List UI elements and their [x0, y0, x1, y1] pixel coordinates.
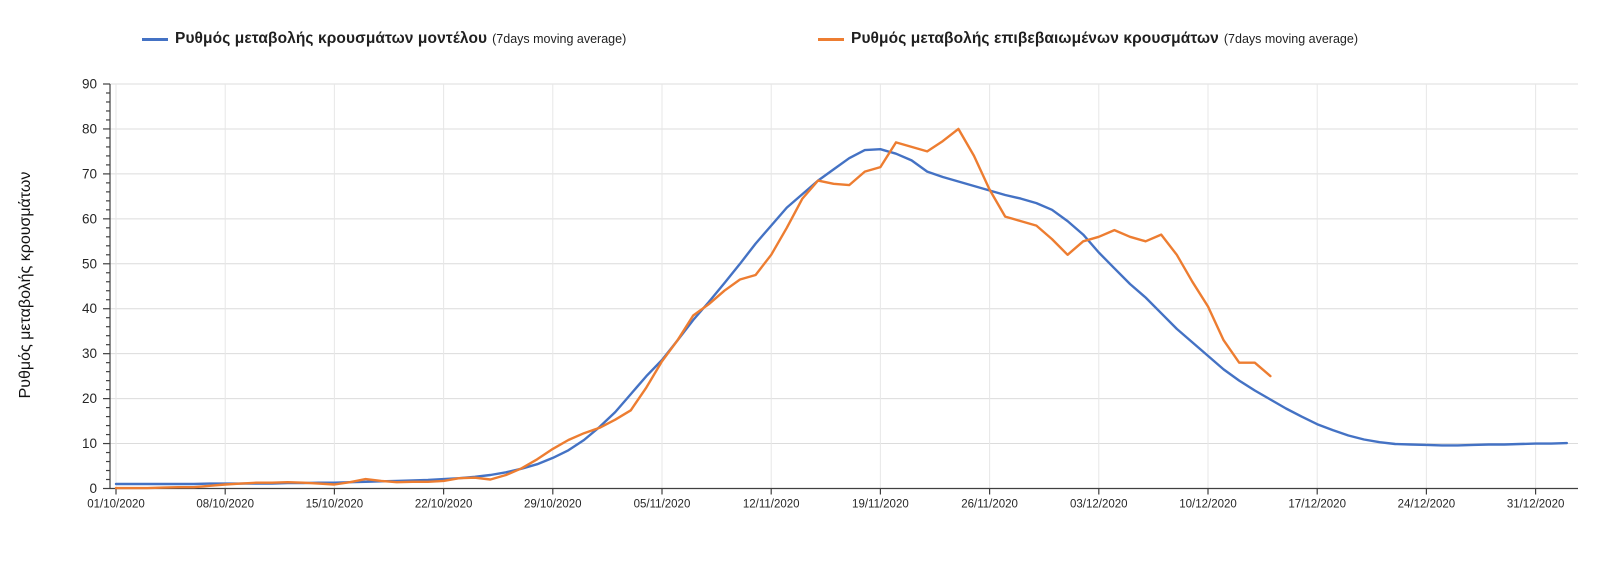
legend-suffix-confirmed: (7days moving average)	[1223, 32, 1358, 46]
x-tick-label: 10/12/2020	[1179, 499, 1237, 511]
legend-item-model: Ρυθμός μεταβολής κρουσμάτων μοντέλου (7d…	[142, 29, 626, 49]
x-tick-label: 29/10/2020	[524, 499, 582, 511]
x-tick-label: 05/11/2020	[634, 499, 691, 511]
x-tick-label: 31/12/2020	[1507, 499, 1565, 511]
y-tick-label: 10	[82, 436, 97, 451]
y-tick-label: 80	[82, 121, 97, 136]
confirmed-line-swatch-icon	[818, 37, 844, 41]
x-tick-label: 24/12/2020	[1398, 499, 1456, 511]
y-tick-label: 0	[89, 481, 97, 496]
y-tick-label: 40	[82, 301, 97, 316]
x-tick-label: 12/11/2020	[743, 499, 800, 511]
y-tick-label: 30	[82, 346, 97, 361]
model-line-swatch-icon	[142, 37, 168, 41]
legend-label-confirmed: Ρυθμός μεταβολής επιβεβαιωμένων κρουσμάτ…	[851, 30, 1219, 47]
confirmed-series-line	[114, 127, 1272, 490]
legend-suffix-model: (7days moving average)	[492, 32, 627, 46]
y-tick-label: 50	[82, 256, 97, 271]
x-tick-label: 01/10/2020	[87, 499, 145, 511]
x-tick-label: 15/10/2020	[306, 499, 364, 511]
x-tick-label: 08/10/2020	[196, 499, 254, 511]
y-tick-label: 70	[82, 166, 97, 181]
y-tick-label: 60	[82, 211, 97, 226]
x-tick-label: 19/11/2020	[852, 499, 909, 511]
legend-label-model: Ρυθμός μεταβολής κρουσμάτων μοντέλου	[175, 30, 488, 47]
model-series-line	[114, 147, 1569, 486]
legend-item-confirmed: Ρυθμός μεταβολής επιβεβαιωμένων κρουσμάτ…	[818, 29, 1358, 49]
y-tick-label: 90	[82, 77, 97, 92]
x-tick-label: 26/11/2020	[961, 499, 1018, 511]
x-tick-label: 03/12/2020	[1070, 499, 1128, 511]
y-tick-label: 20	[82, 391, 97, 406]
x-tick-label: 17/12/2020	[1288, 499, 1346, 511]
x-tick-label: 22/10/2020	[415, 499, 473, 511]
y-axis-title: Ρυθμός μεταβολής κρουσμάτων	[17, 171, 34, 399]
